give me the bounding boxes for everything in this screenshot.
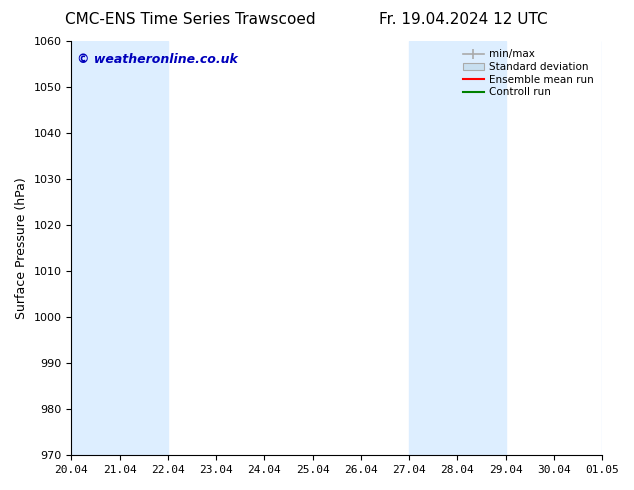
Text: CMC-ENS Time Series Trawscoed: CMC-ENS Time Series Trawscoed: [65, 12, 316, 27]
Bar: [72, 41, 168, 455]
Y-axis label: Surface Pressure (hPa): Surface Pressure (hPa): [15, 177, 28, 319]
Bar: [602, 41, 634, 455]
Text: Fr. 19.04.2024 12 UTC: Fr. 19.04.2024 12 UTC: [378, 12, 547, 27]
Legend: min/max, Standard deviation, Ensemble mean run, Controll run: min/max, Standard deviation, Ensemble me…: [460, 46, 597, 100]
Bar: [409, 41, 506, 455]
Text: © weatheronline.co.uk: © weatheronline.co.uk: [77, 53, 238, 67]
